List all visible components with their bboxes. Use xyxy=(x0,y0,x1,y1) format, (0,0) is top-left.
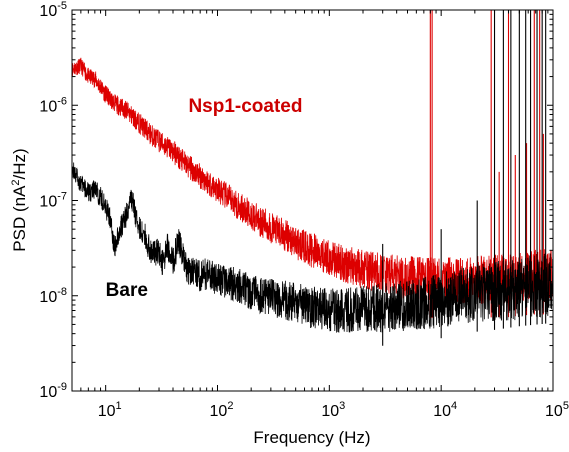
y-tick-label-1: 10-8 xyxy=(39,286,67,306)
ticks-layer: 101 102 103 104 105 10-9 10-8 10-7 10-6 10-5 xyxy=(39,0,569,420)
y-tick-label-3: 10-6 xyxy=(39,95,67,115)
annotation-bare: Bare xyxy=(106,280,148,301)
x-tick-label-2: 103 xyxy=(321,400,345,420)
annotation-nsp1-coated: Nsp1-coated xyxy=(188,96,302,117)
series-layer xyxy=(72,10,553,346)
series-0 xyxy=(72,10,553,318)
y-axis-title-sup: 2 xyxy=(10,179,22,185)
series-line-1 xyxy=(72,162,553,333)
series-1 xyxy=(72,10,553,346)
series-line-0 xyxy=(72,57,553,305)
x-tick-label-3: 104 xyxy=(433,400,457,420)
y-axis-title: PSD (nA2/Hz) xyxy=(10,148,29,251)
y-tick-label-2: 10-7 xyxy=(39,191,67,211)
x-tick-label-0: 101 xyxy=(98,400,122,420)
plot-frame xyxy=(71,9,554,392)
x-axis-title: Frequency (Hz) xyxy=(253,428,370,447)
y-tick-label-4: 10-5 xyxy=(39,0,67,20)
x-tick-label-1: 102 xyxy=(210,400,234,420)
x-tick-label-4: 105 xyxy=(545,400,569,420)
y-axis-title-main: PSD (nA xyxy=(10,185,29,252)
y-tick-label-0: 10-9 xyxy=(39,381,67,401)
y-axis-title-unit: /Hz) xyxy=(10,148,29,179)
